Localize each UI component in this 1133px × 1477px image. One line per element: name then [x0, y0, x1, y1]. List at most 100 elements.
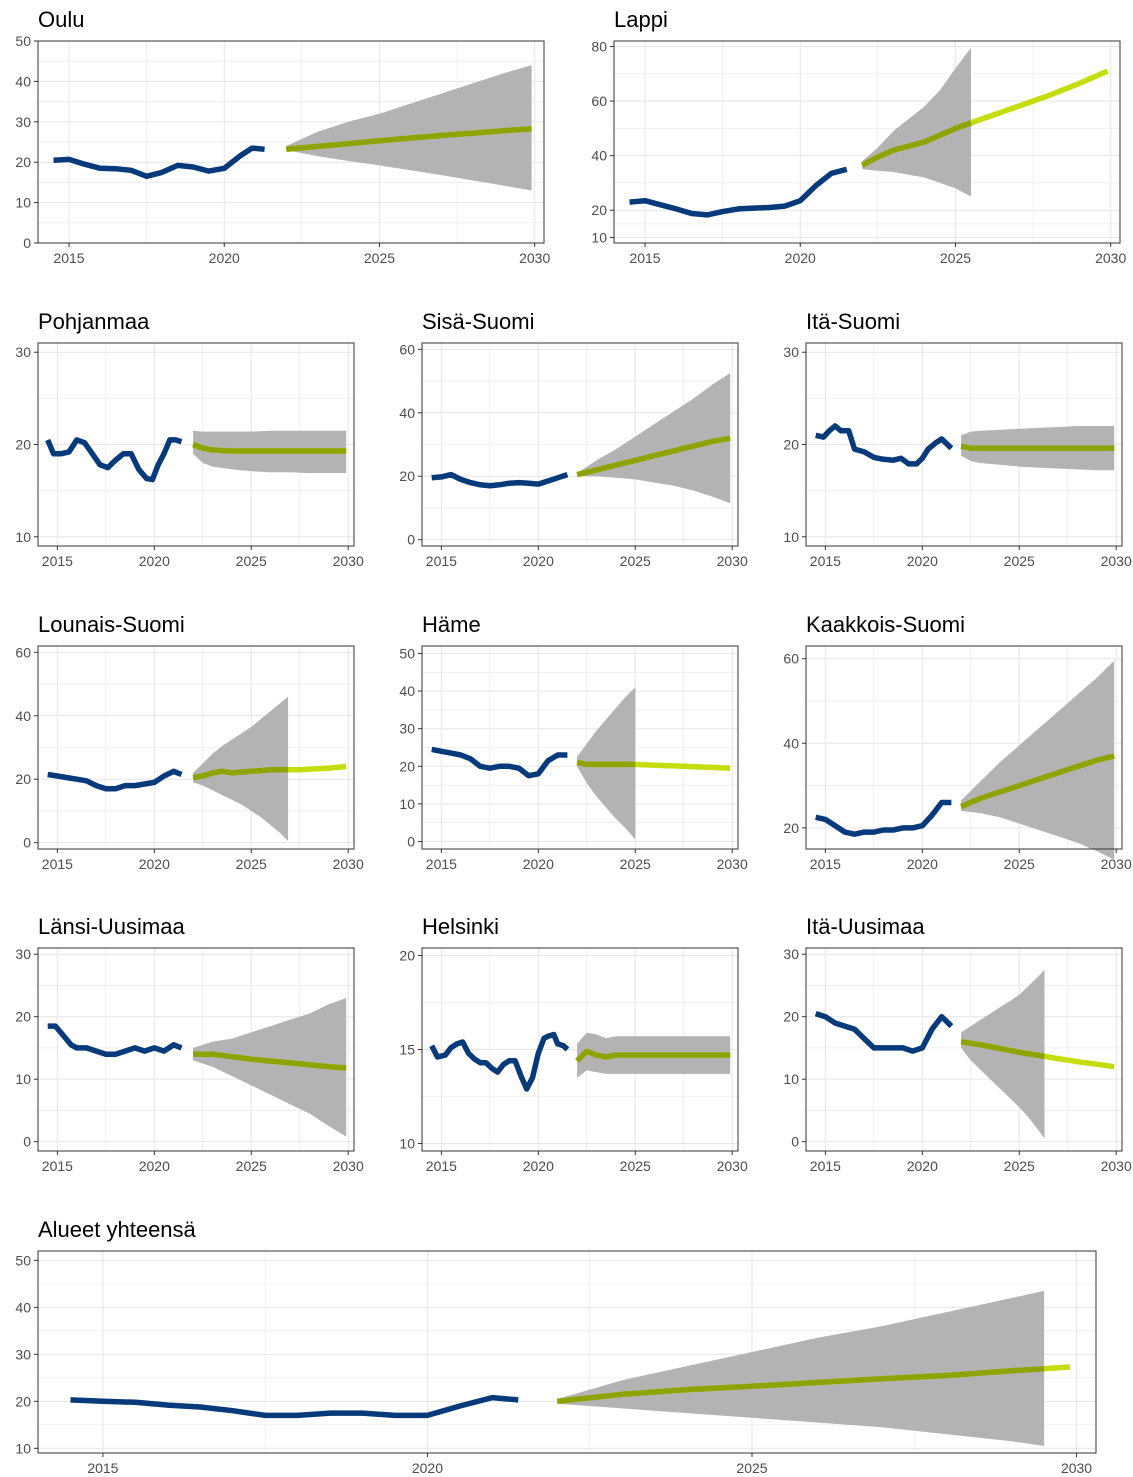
x-tick-label: 2020 [785, 250, 816, 266]
panel-title: Länsi-Uusimaa [38, 914, 185, 939]
y-tick-label: 10 [15, 195, 31, 211]
prediction-band [557, 1290, 1045, 1446]
forecast-line [960, 753, 1115, 810]
y-tick-label: 10 [783, 529, 799, 545]
panel-title: Alueet yhteensä [38, 1217, 197, 1242]
x-tick-label: 2025 [236, 1158, 267, 1174]
y-tick-label: 30 [783, 344, 799, 360]
x-tick-label: 2025 [940, 250, 971, 266]
y-tick-label: 30 [15, 1346, 31, 1362]
panel-title: Helsinki [422, 914, 499, 939]
y-tick-label: 20 [15, 1009, 31, 1025]
y-tick-label: 40 [399, 683, 415, 699]
forecast-line [557, 1365, 1045, 1405]
history-line [431, 471, 569, 489]
history-line [47, 768, 183, 792]
x-tick-label: 2015 [426, 553, 457, 569]
x-tick-label: 2015 [53, 250, 84, 266]
y-tick-label: 30 [15, 946, 31, 962]
history-line [45, 437, 183, 483]
history-line [815, 423, 954, 467]
forecast-line [192, 441, 347, 454]
panel-title: Itä-Suomi [806, 309, 900, 334]
x-tick-label: 2015 [810, 553, 841, 569]
y-tick-label: 40 [15, 73, 31, 89]
forecast-line [192, 766, 289, 781]
x-tick-label: 2015 [42, 553, 73, 569]
y-tick-label: 0 [791, 1134, 799, 1150]
x-tick-label: 2020 [139, 856, 170, 872]
forecast-line [576, 759, 636, 768]
x-tick-label: 2030 [717, 553, 748, 569]
x-tick-label: 2015 [810, 856, 841, 872]
chart-panel: Sisä-Suomi 0 20 40 60 2015 2020 2025 2030 [399, 309, 748, 569]
y-tick-label: 20 [15, 1393, 31, 1409]
y-tick-label: 40 [399, 405, 415, 421]
x-tick-label: 2030 [333, 1158, 364, 1174]
x-tick-label: 2020 [139, 553, 170, 569]
panel-frame [805, 947, 1123, 1152]
history-line [70, 1394, 519, 1419]
x-tick-label: 2030 [1101, 856, 1132, 872]
x-tick-label: 2025 [620, 553, 651, 569]
x-tick-label: 2020 [412, 1460, 443, 1476]
y-tick-label: 10 [399, 796, 415, 812]
x-tick-label: 2015 [426, 856, 457, 872]
forecast-line [286, 125, 532, 153]
history-line [814, 1010, 954, 1054]
panel-frame [421, 342, 739, 547]
panel-frame [37, 40, 545, 244]
history-line [53, 145, 265, 180]
y-tick-label: 20 [783, 820, 799, 836]
y-tick-label: 30 [399, 721, 415, 737]
panel-title: Oulu [38, 7, 84, 32]
y-tick-label: 0 [23, 1134, 31, 1150]
chart-panel: Helsinki 10 15 20 2015 2020 2025 2030 [399, 914, 748, 1174]
panel-title: Lappi [614, 7, 668, 32]
forecast-line [960, 443, 1115, 451]
x-tick-label: 2030 [717, 1158, 748, 1174]
y-tick-label: 30 [15, 114, 31, 130]
y-tick-label: 10 [591, 230, 607, 246]
x-tick-label: 2020 [907, 553, 938, 569]
y-tick-label: 10 [15, 1440, 31, 1456]
y-tick-label: 10 [15, 529, 31, 545]
y-tick-label: 20 [15, 154, 31, 170]
forecast-line [861, 120, 972, 168]
x-tick-label: 2030 [1101, 1158, 1132, 1174]
y-tick-label: 20 [399, 758, 415, 774]
x-tick-label: 2030 [519, 250, 550, 266]
forecast-line [576, 435, 731, 478]
x-tick-label: 2020 [209, 250, 240, 266]
x-tick-label: 2015 [629, 250, 660, 266]
x-tick-label: 2025 [236, 553, 267, 569]
x-tick-label: 2025 [1004, 856, 1035, 872]
y-tick-label: 20 [783, 437, 799, 453]
x-tick-label: 2015 [42, 856, 73, 872]
panel-frame [805, 645, 1123, 850]
y-tick-label: 20 [399, 948, 415, 964]
history-line [431, 746, 568, 779]
y-tick-label: 20 [15, 771, 31, 787]
y-tick-label: 80 [591, 38, 607, 54]
chart-panel: Lappi 10 20 40 60 80 2015 2020 2025 2030 [591, 7, 1126, 266]
x-tick-label: 2025 [364, 250, 395, 266]
y-tick-label: 20 [15, 437, 31, 453]
x-tick-label: 2020 [523, 553, 554, 569]
y-tick-label: 50 [399, 646, 415, 662]
prediction-band [961, 969, 1045, 1139]
x-tick-label: 2025 [736, 1460, 767, 1476]
y-tick-label: 50 [15, 33, 31, 49]
y-tick-label: 0 [407, 532, 415, 548]
panel-title: Itä-Uusimaa [806, 914, 925, 939]
x-tick-label: 2020 [139, 1158, 170, 1174]
y-tick-label: 40 [15, 1299, 31, 1315]
